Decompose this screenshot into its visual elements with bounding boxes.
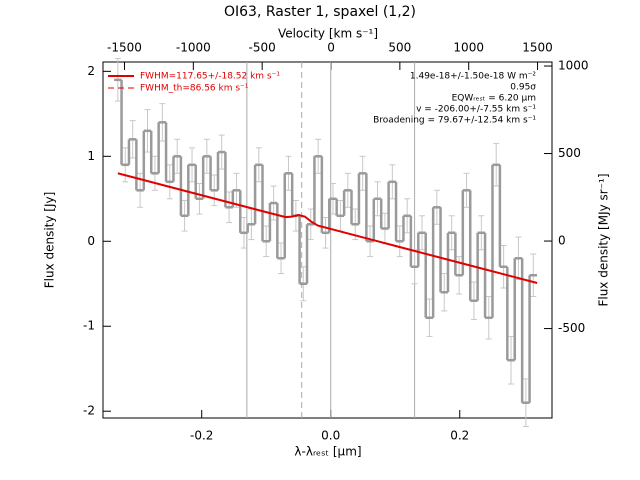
x-tick-label: 0.0 <box>321 429 340 443</box>
plot-frame <box>102 61 553 419</box>
y-tick-label: 2 <box>87 64 95 78</box>
annotation: v = -206.00+/-7.55 km s⁻¹ <box>416 105 536 115</box>
x2-tick-label: -1000 <box>176 41 211 55</box>
y2-tick-label: 0 <box>558 234 566 248</box>
y-tick-label: 0 <box>87 234 95 248</box>
x2-tick-label: -1500 <box>107 41 142 55</box>
y2-tick-label: -500 <box>558 321 585 335</box>
x-tick-label: -0.2 <box>190 429 213 443</box>
x-tick-label: 0.2 <box>450 429 469 443</box>
y-tick-label: -1 <box>83 319 95 333</box>
y-tick-label: 1 <box>87 149 95 163</box>
legend-label: FWHM_th=86.56 km s⁻¹ <box>140 84 249 94</box>
x2-tick-label: -500 <box>249 41 276 55</box>
y2-tick-label: 1000 <box>558 59 589 73</box>
y-tick-label: -2 <box>83 404 95 418</box>
annotation: 0.95σ <box>510 83 536 93</box>
x2-tick-label: 500 <box>388 41 411 55</box>
y-axis-label: Flux density [Jy] <box>43 192 57 289</box>
annotation: Broadening = 79.67+/-12.54 km s⁻¹ <box>373 116 536 126</box>
x2-tick-label: 1500 <box>522 41 553 55</box>
x-axis-label: λ-λᵣₑₛₜ [μm] <box>294 445 361 459</box>
y2-tick-label: 500 <box>558 146 581 160</box>
fit-line <box>117 172 538 284</box>
chart-title: OI63, Raster 1, spaxel (1,2) <box>224 4 416 20</box>
annotation: 1.49e-18+/-1.50e-18 W m⁻² <box>410 72 537 82</box>
x2-axis-label: Velocity [km s⁻¹] <box>278 27 378 41</box>
x2-tick-label: 0 <box>327 41 335 55</box>
x2-tick-label: 1000 <box>453 41 484 55</box>
annotation: EQWᵣₑₛₜ = 6.20 μm <box>452 94 536 104</box>
y2-axis-label: Flux density [MJy sr⁻¹] <box>597 173 611 306</box>
legend-label: FWHM=117.65+/-18.52 km s⁻¹ <box>140 72 280 82</box>
